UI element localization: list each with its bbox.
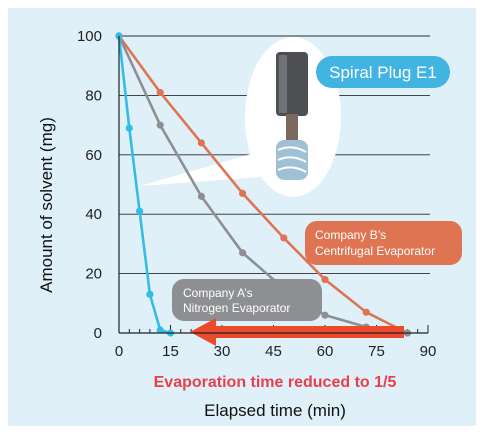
data-point — [239, 249, 247, 257]
series-line — [117, 35, 408, 335]
data-point — [136, 207, 144, 215]
plug-highlight — [279, 55, 287, 113]
company-a-callout-bg — [172, 279, 322, 321]
spiral-callout: Spiral Plug E1 — [316, 56, 450, 88]
photo-pointer — [140, 148, 276, 186]
company-a-callout: Company A’s Nitrogen Evaporator — [172, 279, 322, 321]
spiral-callout-bg — [316, 56, 450, 88]
x-tick-label: 60 — [317, 343, 334, 360]
company-a-callout-line2: Nitrogen Evaporator — [183, 301, 290, 315]
data-point — [156, 88, 164, 97]
data-point — [156, 326, 164, 334]
axes — [118, 36, 428, 334]
data-point — [156, 121, 164, 129]
data-point — [125, 124, 133, 132]
data-point — [197, 192, 205, 200]
spiral-grooves — [277, 146, 307, 173]
company-b-callout-bg — [305, 221, 462, 265]
data-point — [146, 290, 154, 298]
chart-subtitle: Evaporation time reduced to 1/5 — [154, 374, 397, 391]
y-tick-label: 20 — [85, 266, 102, 283]
y-tick-label: 100 — [77, 28, 102, 45]
data-point — [197, 139, 205, 147]
series-line — [117, 35, 408, 335]
y-axis-title: Amount of solvent (mg) — [37, 117, 56, 293]
data-point — [280, 234, 288, 242]
data-point — [239, 189, 247, 198]
reduction-arrow — [190, 318, 404, 346]
spiral-callout-label: Spiral Plug E1 — [329, 63, 437, 82]
tick-labels: 0 20 40 60 80 100 0 15 30 45 60 75 90 — [77, 28, 436, 360]
company-b-callout-line1: Company B’s — [315, 228, 386, 242]
y-tick-label: 0 — [94, 325, 102, 342]
arrow-shaft — [214, 326, 404, 338]
x-tick-label: 0 — [115, 343, 123, 360]
x-tick-label: 15 — [162, 343, 179, 360]
company-a-callout-line1: Company A’s — [183, 286, 253, 300]
y-tick-label: 40 — [85, 206, 102, 223]
y-tick-label: 80 — [85, 87, 102, 104]
x-tick-label: 30 — [214, 343, 231, 360]
x-axis-title: Elapsed time (min) — [204, 401, 346, 420]
arrow-head — [190, 318, 216, 346]
x-tick-label: 90 — [420, 343, 437, 360]
plug-spring — [286, 114, 298, 142]
data-point — [321, 275, 329, 284]
company-b-callout-line2: Centrifugal Evaporator — [315, 244, 435, 258]
y-tick-label: 60 — [85, 147, 102, 164]
company-b-callout: Company B’s Centrifugal Evaporator — [305, 221, 462, 265]
x-tick-label: 45 — [265, 343, 282, 360]
x-tick-label: 75 — [368, 343, 385, 360]
data-point — [362, 308, 370, 316]
data-point — [321, 311, 329, 319]
